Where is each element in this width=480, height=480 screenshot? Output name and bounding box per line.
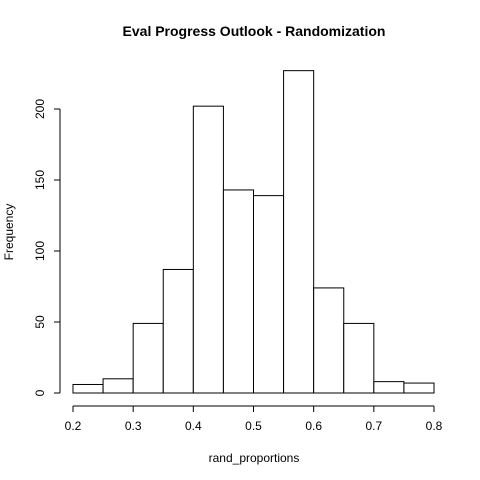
bar (162, 268, 194, 394)
bar (343, 322, 375, 394)
bar (313, 287, 345, 394)
y-tick-label: 50 (33, 315, 47, 329)
bar (222, 189, 255, 394)
bar (403, 382, 435, 394)
bar (102, 378, 134, 394)
x-tick-label: 0.8 (426, 419, 443, 433)
bar (373, 381, 405, 394)
y-axis-label: Frequency (2, 204, 16, 261)
bar (283, 70, 315, 394)
bar (253, 195, 285, 394)
y-tick-label: 100 (33, 241, 47, 261)
x-tick-label: 0.2 (65, 419, 82, 433)
x-tick-label: 0.6 (305, 419, 322, 433)
bar (72, 383, 104, 394)
x-tick-label: 0.4 (185, 419, 202, 433)
chart-title: Eval Progress Outlook - Randomization (123, 23, 386, 39)
x-tick-label: 0.5 (245, 419, 262, 433)
y-tick-label: 150 (33, 170, 47, 190)
x-tick-label: 0.3 (125, 419, 142, 433)
x-tick-label: 0.7 (365, 419, 382, 433)
x-axis-label: rand_proportions (209, 451, 300, 465)
y-tick-label: 200 (33, 99, 47, 119)
y-tick-label: 0 (33, 389, 47, 396)
bar (132, 322, 164, 394)
bar (192, 105, 224, 394)
